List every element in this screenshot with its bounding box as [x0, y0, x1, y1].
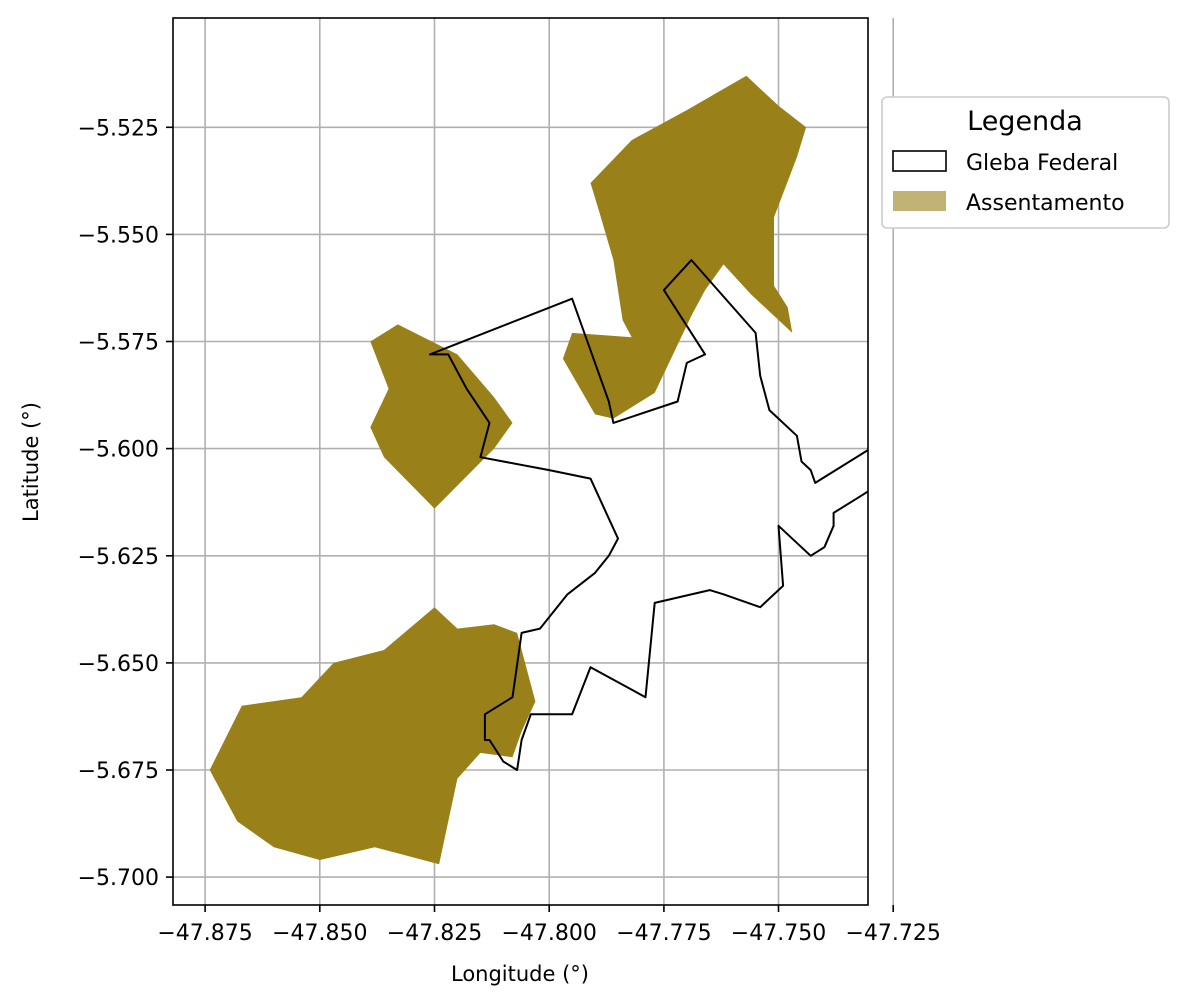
legend-frame	[881, 96, 1170, 229]
assentamento-polygon	[209, 607, 536, 865]
x-tick-label: −47.825	[387, 921, 482, 946]
axis-ticks: −47.875 −47.850 −47.825 −47.800 −47.775 −47.7…	[78, 116, 941, 946]
legend-label-assentamento: Assentamento	[966, 191, 1125, 216]
y-tick-label: −5.600	[78, 438, 159, 463]
legend-swatch-gleba-federal	[892, 150, 947, 172]
y-tick-label: −5.575	[78, 331, 159, 356]
assentamento-polygon	[562, 75, 807, 419]
x-axis-label: Longitude (°)	[451, 962, 589, 986]
y-tick-label: −5.525	[78, 116, 159, 141]
y-tick-label: −5.700	[78, 866, 159, 891]
y-tick-label: −5.625	[78, 545, 159, 570]
x-tick-label: −47.875	[157, 921, 252, 946]
y-axis-label: Latitude (°)	[19, 402, 43, 522]
legend: Legenda Gleba Federal Assentamento	[881, 96, 1170, 229]
x-tick-label: −47.800	[501, 921, 596, 946]
y-tick-label: −5.550	[78, 223, 159, 248]
x-tick-label: −47.850	[272, 921, 367, 946]
plot-frame	[172, 17, 869, 906]
assentamento-polygon	[370, 324, 513, 509]
legend-label-gleba-federal: Gleba Federal	[966, 151, 1118, 176]
x-tick-label: −47.775	[616, 921, 711, 946]
gleba-federal-polygon	[428, 259, 868, 771]
legend-title: Legenda	[967, 106, 1083, 137]
x-tick-label: −47.750	[731, 921, 826, 946]
y-tick-label: −5.650	[78, 652, 159, 677]
x-tick-label: −47.725	[845, 921, 940, 946]
map-layers	[209, 75, 868, 865]
legend-swatch-assentamento	[893, 191, 946, 211]
y-tick-label: −5.675	[78, 759, 159, 784]
